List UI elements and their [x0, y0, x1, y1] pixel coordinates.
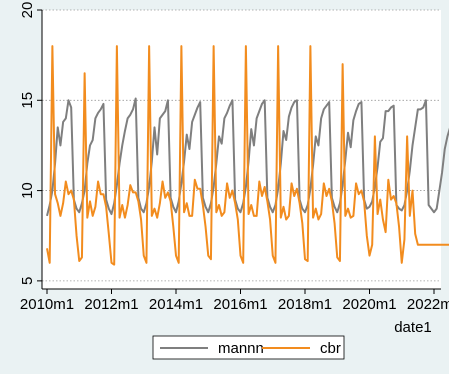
x-tick-label-2014m1: 2014m1	[149, 296, 203, 313]
x-tick-label-2016m1: 2016m1	[213, 296, 267, 313]
legend-label-mannn: mannn	[218, 340, 264, 357]
axes: 5 10 15 20 2010m1 2012m1 2014m1 2016m1 2018m1 202…	[19, 2, 449, 313]
y-tick-label-5: 5	[19, 277, 36, 285]
x-tick-label-2022m1: 2022m1	[407, 296, 449, 313]
legend: mannn cbr	[152, 335, 345, 360]
y-tick-label-20: 20	[19, 2, 36, 19]
legend-label-cbr: cbr	[320, 340, 341, 357]
x-tick-label-2012m1: 2012m1	[84, 296, 138, 313]
legend-box	[152, 335, 345, 360]
y-tick-label-10: 10	[19, 182, 36, 199]
plot-area	[42, 10, 441, 289]
y-tick-label-15: 15	[19, 92, 36, 109]
x-axis-title: date1	[394, 319, 432, 336]
series-line-cbr	[46, 45, 449, 266]
series-lines	[46, 45, 449, 266]
x-tick-label-2010m1: 2010m1	[20, 296, 74, 313]
x-tick-label-2018m1: 2018m1	[278, 296, 332, 313]
x-tick-label-2020m1: 2020m1	[342, 296, 396, 313]
